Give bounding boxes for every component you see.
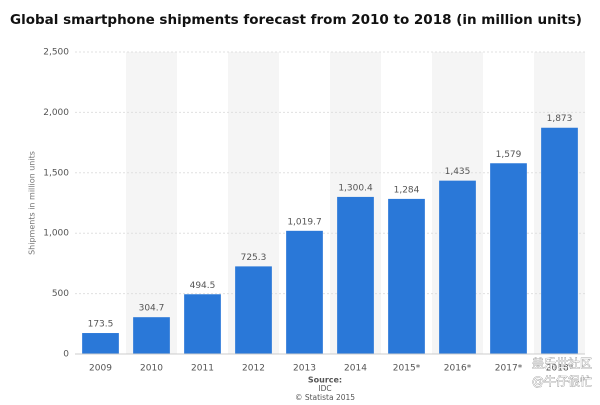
x-tick-label: 2009 xyxy=(89,364,112,374)
y-tick-label: 1,000 xyxy=(43,229,69,239)
x-tick-label: 2016* xyxy=(444,364,472,374)
x-tick-label: 2014 xyxy=(344,364,367,374)
x-tick-label: 2017* xyxy=(495,364,523,374)
x-tick-label: 2012 xyxy=(242,364,265,374)
data-label: 1,579 xyxy=(496,150,522,160)
data-label: 494.5 xyxy=(190,281,216,291)
x-tick-label: 2010 xyxy=(140,364,163,374)
y-tick-label: 1,500 xyxy=(43,168,69,178)
chart-title: Global smartphone shipments forecast fro… xyxy=(10,12,582,28)
copyright: © Statista 2015 xyxy=(295,393,355,402)
data-label: 1,019.7 xyxy=(287,217,321,227)
data-label: 1,284 xyxy=(394,185,420,195)
bar xyxy=(490,163,527,354)
bar xyxy=(184,294,221,354)
y-axis-label: Shipments in million units xyxy=(28,151,37,255)
x-tick-label: 2015* xyxy=(393,364,421,374)
watermark: 盖乐世社区 xyxy=(532,356,592,371)
bar xyxy=(286,230,323,354)
y-tick-label: 2,500 xyxy=(43,48,69,58)
data-label: 1,300.4 xyxy=(338,183,373,193)
bar xyxy=(133,317,170,354)
bar xyxy=(235,266,272,354)
data-label: 725.3 xyxy=(241,253,267,263)
source-label: Source: xyxy=(308,376,342,385)
bar xyxy=(388,198,425,354)
y-tick-label: 0 xyxy=(63,350,69,360)
band-background xyxy=(126,52,177,354)
data-label: 304.7 xyxy=(139,304,165,314)
bar xyxy=(541,127,578,354)
y-tick-label: 2,000 xyxy=(43,108,69,118)
bar xyxy=(82,333,119,354)
data-label: 173.5 xyxy=(88,320,114,330)
data-label: 1,873 xyxy=(547,114,573,124)
x-tick-label: 2011 xyxy=(191,364,214,374)
x-tick-label: 2018* xyxy=(546,364,574,374)
y-tick-label: 500 xyxy=(52,289,69,299)
bar xyxy=(337,196,374,354)
source: IDC xyxy=(318,384,331,393)
x-tick-label: 2013 xyxy=(293,364,316,374)
watermark: @牛仔很忙 xyxy=(532,374,592,389)
data-label: 1,435 xyxy=(445,167,471,177)
bar xyxy=(439,180,476,354)
